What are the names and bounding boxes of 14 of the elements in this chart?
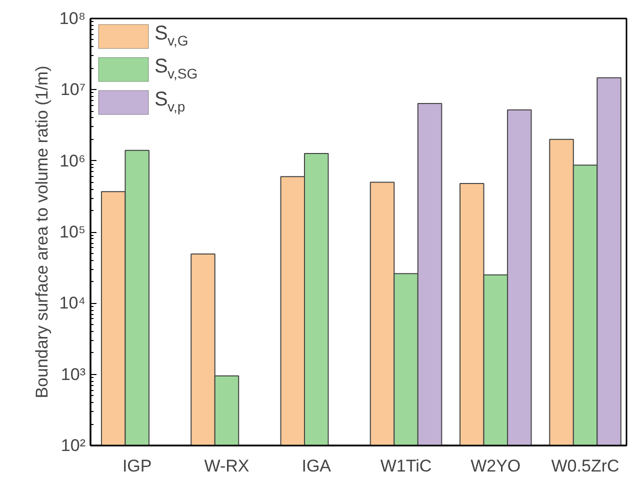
- y-tick-label: 10⁸: [59, 9, 86, 28]
- y-tick-label: 10³: [60, 364, 86, 384]
- x-tick-label: W0.5ZrC: [551, 456, 620, 476]
- y-axis-title: Boundary surface area to volume ratio (1/m): [32, 66, 52, 398]
- y-tick-label: 10²: [60, 436, 86, 455]
- y-tick-label: 10⁵: [60, 222, 86, 242]
- x-tick-label: W2YO: [470, 456, 521, 476]
- x-tick-label: IGP: [122, 456, 152, 476]
- x-tick-label: IGA: [302, 456, 332, 476]
- x-tick-label: W1TiC: [380, 456, 432, 476]
- y-tick-label: 10⁷: [60, 80, 86, 100]
- y-tick-label: 10⁶: [60, 151, 86, 170]
- y-tick-label: 10⁴: [59, 294, 86, 313]
- x-tick-label: W-RX: [204, 456, 250, 476]
